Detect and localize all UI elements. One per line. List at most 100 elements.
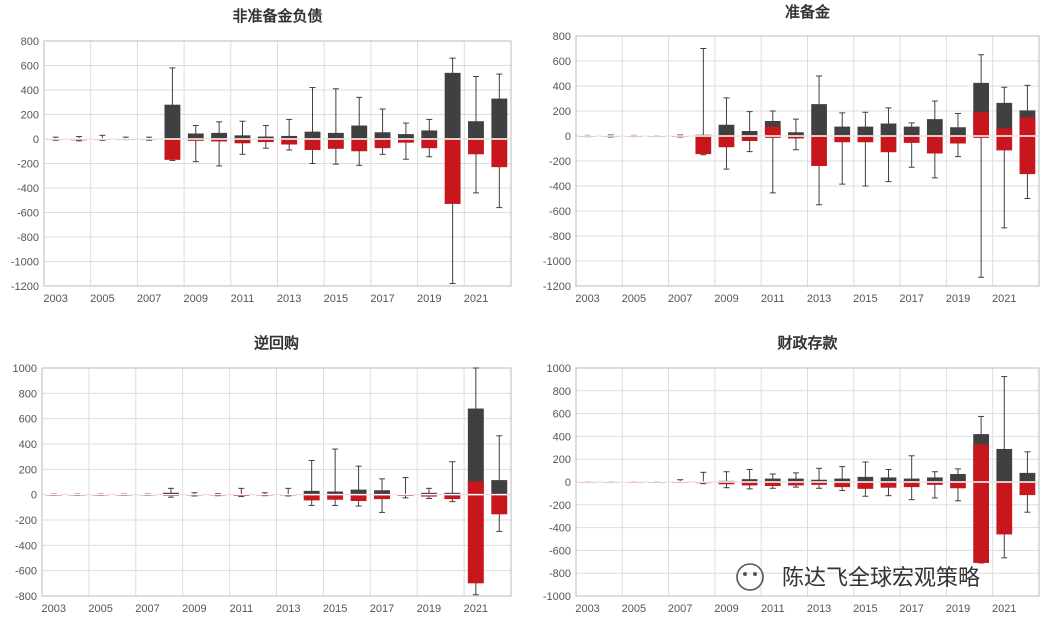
bar-positive: [788, 132, 804, 136]
y-tick-label: -200: [15, 515, 37, 527]
x-tick-label: 2013: [276, 603, 300, 615]
bar-positive: [834, 126, 851, 136]
bar-negative: [211, 139, 228, 142]
bar-negative: [903, 482, 920, 488]
bar-negative: [467, 494, 484, 584]
bar-negative: [374, 494, 390, 500]
bar-positive: [741, 131, 758, 136]
y-tick-label: -400: [549, 523, 571, 535]
bar-positive: [374, 132, 391, 139]
x-tick-label: 2015: [853, 293, 877, 305]
bar-negative: [973, 136, 989, 138]
bar-negative: [444, 139, 461, 204]
bar-negative: [741, 136, 758, 141]
bar-negative: [996, 482, 1013, 535]
x-tick-label: 2013: [807, 603, 831, 615]
x-tick-label: 2017: [899, 293, 923, 305]
bar-negative: [996, 136, 1013, 151]
bar-negative: [351, 139, 368, 152]
x-tick-label: 2019: [417, 293, 441, 305]
chart-panel-3: 逆回购 1000 800 600 400 200 0 -200 -400 -600 -800 2003…: [13, 334, 512, 615]
bar-negative: [257, 139, 274, 143]
x-tick-label: 2009: [714, 293, 738, 305]
x-tick-label: 2015: [324, 293, 348, 305]
bar-positive: [420, 492, 437, 495]
bar-negative: [834, 482, 851, 488]
watermark: 陈达飞全球宏观策略: [736, 563, 980, 591]
y-tick-label: -600: [549, 545, 571, 557]
y-tick-label: -200: [17, 159, 39, 171]
y-tick-label: 200: [21, 110, 39, 122]
y-tick-label: -800: [549, 231, 571, 243]
x-tick-label: 2007: [135, 603, 159, 615]
bar-negative: [491, 494, 508, 515]
bar-positive: [834, 478, 851, 482]
bar-negative: [327, 494, 344, 500]
bar-negative: [926, 136, 943, 154]
y-tick-label: 0: [565, 477, 571, 489]
y-tick-label: 400: [553, 81, 571, 93]
bar-negative-overlay: [973, 112, 989, 136]
bar-positive: [303, 490, 320, 495]
wechat-icon-eye-left: [743, 572, 747, 576]
bar-positive: [211, 132, 228, 139]
y-tick-label: 400: [553, 431, 571, 443]
bar-negative: [764, 482, 781, 486]
bar-positive: [397, 134, 414, 139]
x-tick-label: 2005: [88, 603, 112, 615]
y-tick-label: 600: [19, 414, 37, 426]
bar-positive: [444, 492, 461, 495]
bar-positive: [788, 478, 804, 482]
x-tick-label: 2017: [899, 603, 923, 615]
bar-positive: [811, 104, 827, 136]
wechat-icon: [736, 563, 764, 591]
bar-positive: [163, 492, 179, 495]
x-tick-label: 2007: [137, 293, 161, 305]
bar-positive: [857, 126, 874, 136]
bar-positive: [468, 121, 484, 139]
bar-positive: [926, 477, 943, 482]
bar-negative: [834, 136, 851, 143]
bar-positive: [811, 479, 827, 482]
bar-negative: [903, 136, 920, 143]
bar-positive: [257, 136, 274, 139]
bar-negative: [304, 139, 321, 151]
bar-positive: [950, 474, 966, 482]
x-tick-label: 2011: [761, 603, 785, 615]
bar-negative: [926, 482, 943, 485]
y-tick-label: 800: [21, 36, 39, 48]
bar-negative: [187, 139, 204, 141]
y-tick-label: -1000: [11, 257, 39, 269]
y-tick-label: -1000: [543, 256, 571, 268]
chart-title: 准备金: [785, 3, 831, 21]
y-tick-label: -800: [15, 591, 37, 603]
y-tick-label: 600: [553, 56, 571, 68]
bar-negative: [880, 136, 897, 153]
bar-negative-overlay: [764, 126, 781, 136]
bar-positive: [764, 478, 781, 482]
y-tick-label: 800: [553, 386, 571, 398]
x-tick-label: 2017: [370, 603, 394, 615]
bar-positive: [996, 102, 1013, 136]
y-tick-label: -1200: [11, 281, 39, 293]
bar-positive: [857, 476, 874, 482]
x-tick-label: 2005: [90, 293, 114, 305]
bar-negative: [234, 139, 251, 144]
bar-negative: [788, 482, 804, 486]
watermark-text: 陈达飞全球宏观策略: [782, 566, 980, 591]
y-tick-label: -200: [549, 500, 571, 512]
plot-frame: [41, 367, 512, 597]
bar-positive: [304, 131, 321, 139]
x-tick-label: 2021: [464, 293, 488, 305]
bar-negative: [327, 139, 344, 149]
bar-negative: [1019, 136, 1036, 175]
bar-positive: [327, 132, 344, 139]
x-tick-label: 2011: [231, 293, 255, 305]
x-tick-label: 2003: [575, 293, 599, 305]
y-tick-label: -200: [549, 156, 571, 168]
y-tick-label: 800: [553, 31, 571, 43]
bar-negative: [764, 136, 781, 138]
x-tick-label: 2003: [575, 603, 599, 615]
y-tick-label: 0: [33, 134, 39, 146]
bar-positive: [926, 119, 943, 136]
